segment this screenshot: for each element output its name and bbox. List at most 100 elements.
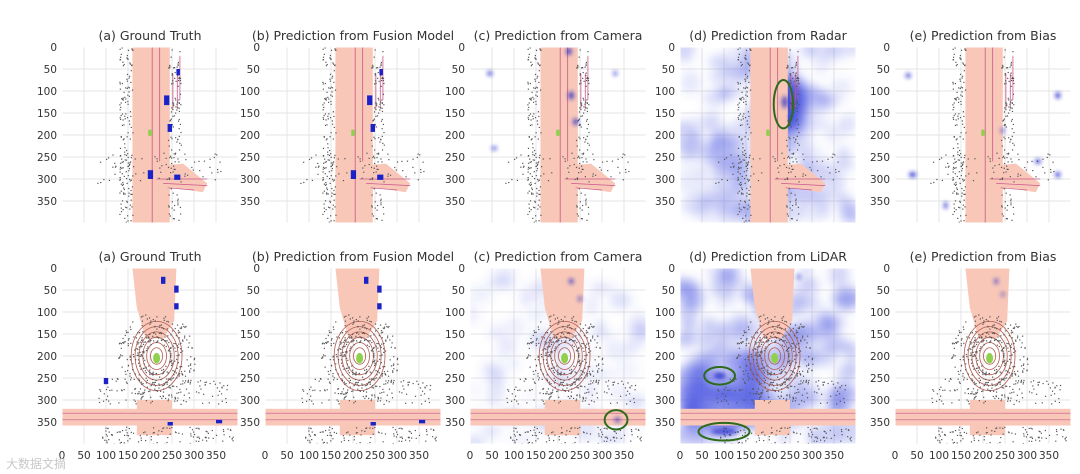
lidar-point [373,167,375,169]
lidar-point [952,48,954,50]
lidar-point [963,81,965,84]
lidar-point [370,321,373,323]
lidar-point [757,388,760,390]
lidar-point [141,393,143,395]
lidar-point [607,170,609,172]
lidar-point [764,347,766,350]
lidar-point [578,172,580,174]
lidar-point [379,101,382,103]
lidar-point [529,366,531,368]
lidar-point [420,168,422,171]
lidar-point [583,80,585,82]
lidar-point [148,390,150,393]
lidar-point [737,342,739,344]
lidar-point [795,198,797,200]
heatmap-blob [703,90,729,106]
lidar-point [170,360,172,363]
lidar-point [531,192,533,194]
lidar-point [752,400,754,402]
lidar-point [545,332,547,334]
lidar-point [327,217,329,219]
heatmap-blob [586,348,597,361]
lidar-point [610,439,612,441]
lidar-point [363,332,365,334]
lidar-point [749,186,751,188]
lidar-point [584,103,586,105]
lidar-point [122,181,124,184]
lidar-point [604,436,606,438]
lidar-point [176,367,178,369]
lidar-point [756,346,758,348]
lidar-point [574,378,576,380]
lidar-point [123,138,125,140]
lidar-point [558,436,560,438]
lidar-point [834,154,836,156]
lidar-point [1008,106,1010,108]
lidar-point [119,109,121,111]
lidar-point [795,72,797,74]
lidar-point [163,388,165,390]
lidar-point [1019,174,1022,176]
lidar-point [417,179,419,181]
lidar-point [141,355,143,357]
lidar-point [178,372,181,375]
prediction-layer [569,278,621,422]
lidar-point [130,126,132,129]
lidar-point [586,149,589,151]
lidar-point [737,83,739,85]
lidar-point [330,165,332,167]
lidar-point [576,194,578,196]
lidar-point [577,378,579,380]
lidar-point [143,341,145,343]
lidar-point [180,371,183,373]
lidar-point [301,397,303,399]
lidar-point [165,163,167,166]
lidar-point [369,320,371,323]
lidar-point [346,363,348,365]
lidar-point [365,368,368,371]
lidar-point [598,356,600,358]
lidar-point [331,91,333,93]
lane-marking [150,347,164,365]
lidar-point [178,149,181,151]
lidar-point [1013,144,1015,146]
lidar-point [322,176,324,179]
lidar-point [745,215,747,217]
lidar-point [583,335,585,337]
lidar-point [173,103,175,105]
lidar-point [121,98,124,101]
lidar-point [368,340,370,342]
lidar-point [959,78,961,80]
lidar-point [119,56,122,58]
lidar-point [375,126,377,128]
lidar-point [122,167,124,169]
lidar-point [156,160,158,162]
lidar-point [739,124,742,127]
heatmap-blob [680,333,692,347]
lidar-point [1003,136,1005,138]
lidar-point [184,375,187,377]
lidar-point [780,427,782,430]
lidar-point [180,181,182,183]
lidar-point [184,370,186,372]
lidar-point [366,340,369,342]
lidar-point [383,131,385,134]
lidar-point [1035,176,1037,178]
lidar-point [166,378,168,380]
lidar-point [531,193,533,195]
lidar-point [1006,153,1008,155]
lidar-point [753,173,755,175]
panel: (c) Prediction from Camera05010015020025… [445,249,647,462]
heatmap-blob [583,386,596,397]
lidar-point [790,108,792,111]
lidar-point [530,161,532,163]
lidar-point [792,397,795,399]
lidar-point [578,56,580,58]
lidar-point [965,132,967,134]
lidar-point [836,390,839,392]
lidar-point [531,187,533,189]
lidar-point [741,175,743,178]
lidar-point [160,333,163,335]
y-tick-label: 0 [458,263,465,275]
lidar-point [960,103,962,105]
